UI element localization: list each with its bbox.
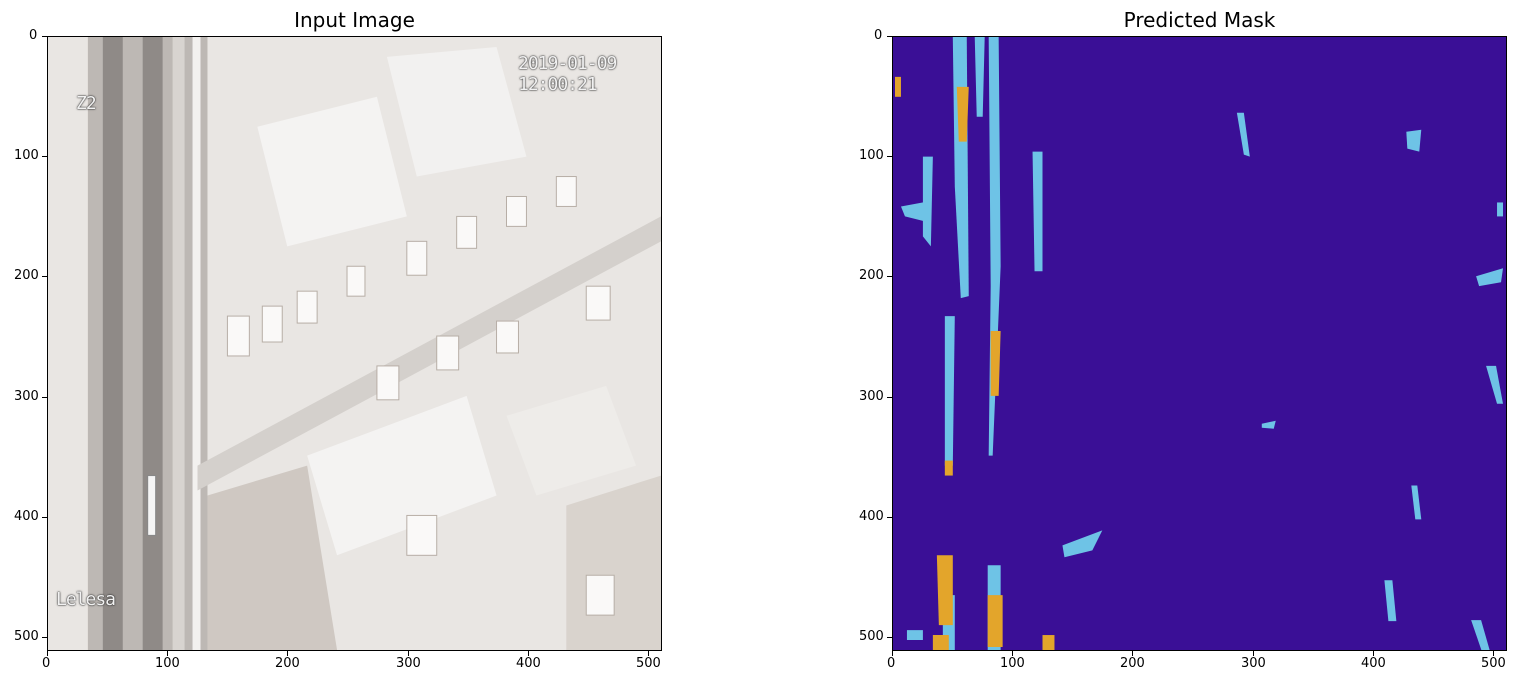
timestamp-overlay: 2019-01-09 12:00:21	[518, 53, 617, 95]
y-tick-label: 100	[859, 148, 884, 163]
y-tick-label: 400	[859, 509, 884, 524]
y-tick-label: 500	[14, 629, 39, 644]
y-tick-label: 500	[859, 629, 884, 644]
predicted-mask-title: Predicted Mask	[1123, 8, 1276, 32]
input-image-picture	[48, 37, 661, 650]
y-tick-label: 0	[29, 28, 38, 43]
y-tick-label: 0	[874, 28, 883, 43]
y-tick-label: 300	[859, 389, 884, 404]
x-tick-label: 500	[1481, 656, 1506, 671]
x-tick-label: 500	[636, 656, 661, 671]
y-tick-label: 400	[14, 509, 39, 524]
predicted-mask-axes	[892, 36, 1507, 651]
x-tick-label: 100	[155, 656, 180, 671]
x-tick-label: 400	[1361, 656, 1386, 671]
y-tick-label: 200	[14, 268, 39, 283]
y-tick-label: 300	[14, 389, 39, 404]
x-tick-label: 200	[275, 656, 300, 671]
x-tick-label: 200	[1120, 656, 1145, 671]
input-image-title: Input Image	[294, 8, 415, 32]
x-tick-label: 0	[42, 656, 51, 671]
camera-id-overlay: Z2	[76, 93, 97, 114]
x-tick-label: 0	[887, 656, 896, 671]
location-overlay: Lelesa	[56, 589, 116, 610]
x-tick-label: 300	[396, 656, 421, 671]
y-tick-label: 100	[14, 148, 39, 163]
x-tick-label: 100	[1000, 656, 1025, 671]
y-tick-label: 200	[859, 268, 884, 283]
input-image-axes: 2019-01-09 12:00:21 Z2 Lelesa	[47, 36, 662, 651]
x-tick-label: 300	[1241, 656, 1266, 671]
predicted-mask-picture	[893, 37, 1506, 650]
x-tick-label: 400	[516, 656, 541, 671]
